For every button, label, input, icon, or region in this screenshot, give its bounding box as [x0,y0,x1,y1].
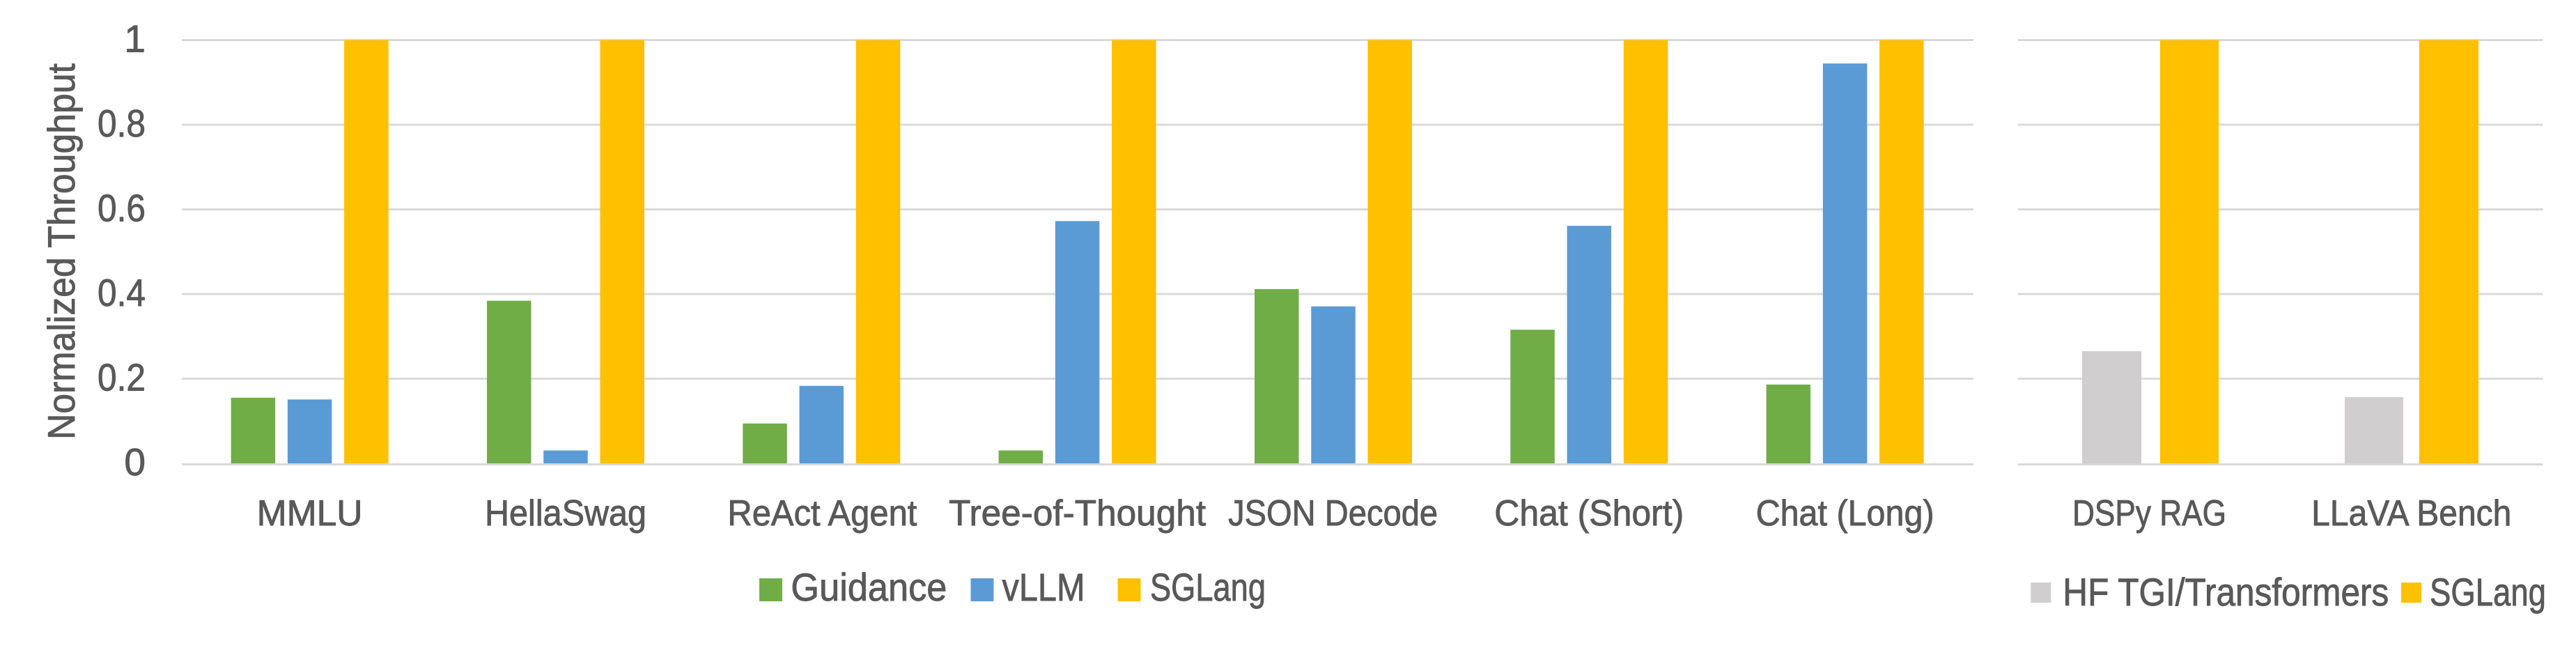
svg-text:Guidance: Guidance [791,565,947,609]
svg-text:DSPy RAG: DSPy RAG [2072,493,2226,534]
svg-text:LLaVA Bench: LLaVA Bench [2311,493,2511,534]
svg-text:Normalized Throughput: Normalized Throughput [40,63,83,440]
svg-text:SGLang: SGLang [1150,565,1266,609]
svg-text:SGLang: SGLang [2430,570,2546,614]
svg-text:0.2: 0.2 [98,356,146,399]
svg-text:0.4: 0.4 [98,271,146,314]
svg-text:HF TGI/Transformers: HF TGI/Transformers [2063,570,2389,614]
svg-text:0: 0 [124,440,146,484]
svg-text:MMLU: MMLU [257,493,363,534]
svg-text:Chat (Short): Chat (Short) [1494,493,1684,534]
svg-text:JSON Decode: JSON Decode [1228,493,1438,534]
svg-text:vLLM: vLLM [1002,565,1085,609]
svg-text:HellaSwag: HellaSwag [485,493,646,534]
svg-text:1: 1 [124,17,146,61]
svg-text:Chat (Long): Chat (Long) [1756,493,1934,534]
svg-text:0.8: 0.8 [98,102,146,145]
svg-text:Tree-of-Thought: Tree-of-Thought [949,493,1206,534]
svg-text:ReAct Agent: ReAct Agent [727,493,917,534]
svg-text:0.6: 0.6 [98,187,146,230]
